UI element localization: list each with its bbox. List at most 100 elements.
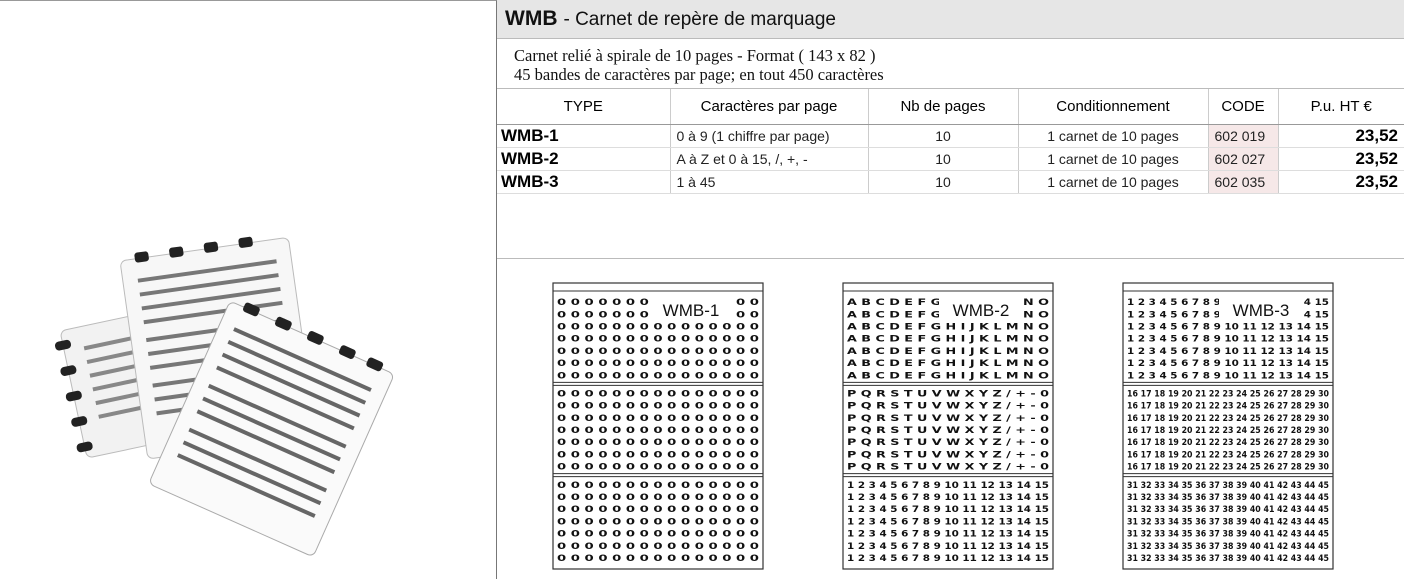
label-box xyxy=(649,297,733,323)
character-row: 0 0 0 0 0 0 0 0 0 0 0 0 0 0 0 xyxy=(557,371,759,381)
character-row: 1 2 3 4 5 6 7 8 9 10 11 12 13 14 15 xyxy=(847,542,1049,552)
table-cell: 602 027 xyxy=(1207,147,1278,171)
character-row: 31 32 33 34 35 36 37 38 39 40 41 42 43 4… xyxy=(1127,505,1329,515)
table-cell: WMB-2 xyxy=(497,147,670,171)
character-row: 31 32 33 34 35 36 37 38 39 40 41 42 43 4… xyxy=(1127,530,1329,540)
description: Carnet relié à spirale de 10 pages - For… xyxy=(497,39,1404,88)
character-row: 0 0 0 0 0 0 0 0 0 0 0 0 0 0 0 xyxy=(557,554,759,564)
character-row: 0 0 0 0 0 0 0 0 0 0 0 0 0 0 0 xyxy=(557,414,759,424)
table-cell: 1 carnet de 10 pages xyxy=(1017,147,1208,171)
table-row: WMB-2 A à Z et 0 à 15, /, +, -10 1 carnet … xyxy=(497,147,1404,171)
page-illustration: 0 0 0 0 0 0 0 0 0 0 0 0 0 0 0 0 0 0 0 0 0… xyxy=(552,282,764,570)
page-outline xyxy=(552,282,764,570)
table-cell: 10 xyxy=(867,170,1018,194)
table-header: TYPE Caractères par page Nb de pages Condit… xyxy=(497,88,1404,125)
table-body: WMB-1 0 à 9 (1 chiffre par page) 10 1 carne… xyxy=(497,124,1404,194)
character-row: 1 2 3 4 5 6 7 8 9 10 11 12 13 14 15 xyxy=(847,530,1049,540)
character-row: 1 2 3 4 5 6 7 8 9 10 11 12 13 14 15 xyxy=(847,554,1049,564)
character-row: 16 17 18 19 20 21 22 23 24 25 26 27 28 2… xyxy=(1127,414,1329,424)
character-row: 0 0 0 0 0 0 0 0 0 0 0 0 0 0 0 xyxy=(557,450,759,460)
character-row: A B C D E F G H I J K L M N O xyxy=(847,371,1050,381)
character-row: 16 17 18 19 20 21 22 23 24 25 26 27 28 2… xyxy=(1127,402,1329,412)
character-row: 0 0 0 0 0 0 0 0 0 0 0 0 0 0 0 xyxy=(557,426,759,436)
character-row: P Q R S T U V W X Y Z / + - 0 xyxy=(847,426,1049,436)
character-row: A B C D E F G H I J K L M N O xyxy=(847,323,1050,333)
character-row: 1 2 3 4 5 6 7 8 9 10 11 12 13 14 15 xyxy=(1127,371,1329,381)
table-cell: 0 à 9 (1 chiffre par page) xyxy=(669,124,868,148)
column-header: TYPE xyxy=(497,88,670,125)
character-row: P Q R S T U V W X Y Z / + - 0 xyxy=(847,450,1049,460)
character-row: 0 0 0 0 0 0 0 0 0 0 0 0 0 0 0 xyxy=(557,347,759,357)
table-cell: 23,52 xyxy=(1277,147,1404,171)
character-row: 31 32 33 34 35 36 37 38 39 40 41 42 43 4… xyxy=(1127,517,1329,527)
character-row: 0 0 0 0 0 0 0 0 0 0 0 0 0 0 0 xyxy=(557,389,759,399)
booklet xyxy=(150,302,394,556)
character-row: 31 32 33 34 35 36 37 38 39 40 41 42 43 4… xyxy=(1127,481,1329,491)
product-photo xyxy=(54,236,394,556)
character-row: 31 32 33 34 35 36 37 38 39 40 41 42 43 4… xyxy=(1127,542,1329,552)
page-label: WMB-1 xyxy=(663,301,720,320)
character-row: 16 17 18 19 20 21 22 23 24 25 26 27 28 2… xyxy=(1127,389,1329,399)
label-box xyxy=(939,297,1023,323)
page-outline xyxy=(1122,282,1334,570)
product-title: - Carnet de repère de marquage xyxy=(563,9,836,30)
column-header: Nb de pages xyxy=(867,88,1018,125)
table-cell: WMB-1 xyxy=(497,124,670,148)
column-header: P.u. HT € xyxy=(1277,88,1404,125)
character-row: 31 32 33 34 35 36 37 38 39 40 41 42 43 4… xyxy=(1127,554,1329,564)
table-cell: 1 carnet de 10 pages xyxy=(1017,170,1208,194)
character-row: 31 32 33 34 35 36 37 38 39 40 41 42 43 4… xyxy=(1127,493,1329,503)
page-outline xyxy=(842,282,1054,570)
illustrations: 0 0 0 0 0 0 0 0 0 0 0 0 0 0 0 0 0 0 0 0 0… xyxy=(497,258,1404,570)
character-row: 0 0 0 0 0 0 0 0 0 0 0 0 0 0 0 xyxy=(557,505,759,515)
product-table: TYPE Caractères par page Nb de pages Condit… xyxy=(497,88,1404,194)
character-row: 0 0 0 0 0 0 0 0 0 0 0 0 0 0 0 xyxy=(557,481,759,491)
character-row: 0 0 0 0 0 0 0 0 0 0 0 0 0 0 0 xyxy=(557,530,759,540)
character-row: P Q R S T U V W X Y Z / + - 0 xyxy=(847,389,1049,399)
table-row: WMB-3 1 à 45 10 1 carnet de 10 pages 602 035… xyxy=(497,170,1404,194)
character-row: 1 2 3 4 5 6 7 8 9 10 11 12 13 14 15 xyxy=(847,493,1049,503)
character-row: A B C D E F G H I J K L M N O xyxy=(847,359,1050,369)
character-row: 0 0 0 0 0 0 0 0 0 0 0 0 0 0 0 xyxy=(557,402,759,412)
character-row: P Q R S T U V W X Y Z / + - 0 xyxy=(847,438,1049,448)
character-row: 16 17 18 19 20 21 22 23 24 25 26 27 28 2… xyxy=(1127,463,1329,473)
label-box xyxy=(1219,297,1303,323)
page-illustration: A B C D E F G H I J K L M N O A B C D E F… xyxy=(842,282,1054,570)
table-cell: 1 carnet de 10 pages xyxy=(1017,124,1208,148)
character-row: 0 0 0 0 0 0 0 0 0 0 0 0 0 0 0 xyxy=(557,517,759,527)
character-row: A B C D E F G H I J K L M N O xyxy=(847,335,1050,345)
table-cell: 1 à 45 xyxy=(669,170,868,194)
character-row: 0 0 0 0 0 0 0 0 0 0 0 0 0 0 0 xyxy=(557,493,759,503)
character-row: P Q R S T U V W X Y Z / + - 0 xyxy=(847,414,1049,424)
character-row: 1 2 3 4 5 6 7 8 9 10 11 12 13 14 15 xyxy=(1127,335,1329,345)
character-row: P Q R S T U V W X Y Z / + - 0 xyxy=(847,402,1049,412)
table-cell: 602 035 xyxy=(1207,170,1278,194)
character-row: 0 0 0 0 0 0 0 0 0 0 0 0 0 0 0 xyxy=(557,542,759,552)
table-cell: WMB-3 xyxy=(497,170,670,194)
character-row: 16 17 18 19 20 21 22 23 24 25 26 27 28 2… xyxy=(1127,426,1329,436)
character-row: 16 17 18 19 20 21 22 23 24 25 26 27 28 2… xyxy=(1127,438,1329,448)
character-row: A B C D E F G H I J K L M N O xyxy=(847,347,1050,357)
table-cell: 10 xyxy=(867,147,1018,171)
page-label: WMB-3 xyxy=(1233,301,1290,320)
page-illustration: 1 2 3 4 5 6 7 8 9 10 11 12 13 14 15 1 2 3… xyxy=(1122,282,1334,570)
character-row: 0 0 0 0 0 0 0 0 0 0 0 0 0 0 0 xyxy=(557,438,759,448)
character-row: 1 2 3 4 5 6 7 8 9 10 11 12 13 14 15 xyxy=(1127,359,1329,369)
header: WMB - Carnet de repère de marquage xyxy=(497,0,1404,39)
character-row: P Q R S T U V W X Y Z / + - 0 xyxy=(847,463,1049,473)
column-header: Conditionnement xyxy=(1017,88,1208,125)
character-row: 16 17 18 19 20 21 22 23 24 25 26 27 28 2… xyxy=(1127,450,1329,460)
character-row: 0 0 0 0 0 0 0 0 0 0 0 0 0 0 0 xyxy=(557,463,759,473)
table-cell: 602 019 xyxy=(1207,124,1278,148)
character-row: 0 0 0 0 0 0 0 0 0 0 0 0 0 0 0 xyxy=(557,323,759,333)
table-cell: 23,52 xyxy=(1277,170,1404,194)
character-row: 1 2 3 4 5 6 7 8 9 10 11 12 13 14 15 xyxy=(1127,347,1329,357)
column-header: Caractères par page xyxy=(669,88,868,125)
column-header: CODE xyxy=(1207,88,1278,125)
product-panel: WMB - Carnet de repère de marquage Carnet… xyxy=(497,0,1404,579)
character-row: 0 0 0 0 0 0 0 0 0 0 0 0 0 0 0 xyxy=(557,335,759,345)
product-code: WMB xyxy=(505,7,558,30)
product-photo-panel xyxy=(0,0,497,579)
character-row: 0 0 0 0 0 0 0 0 0 0 0 0 0 0 0 xyxy=(557,359,759,369)
